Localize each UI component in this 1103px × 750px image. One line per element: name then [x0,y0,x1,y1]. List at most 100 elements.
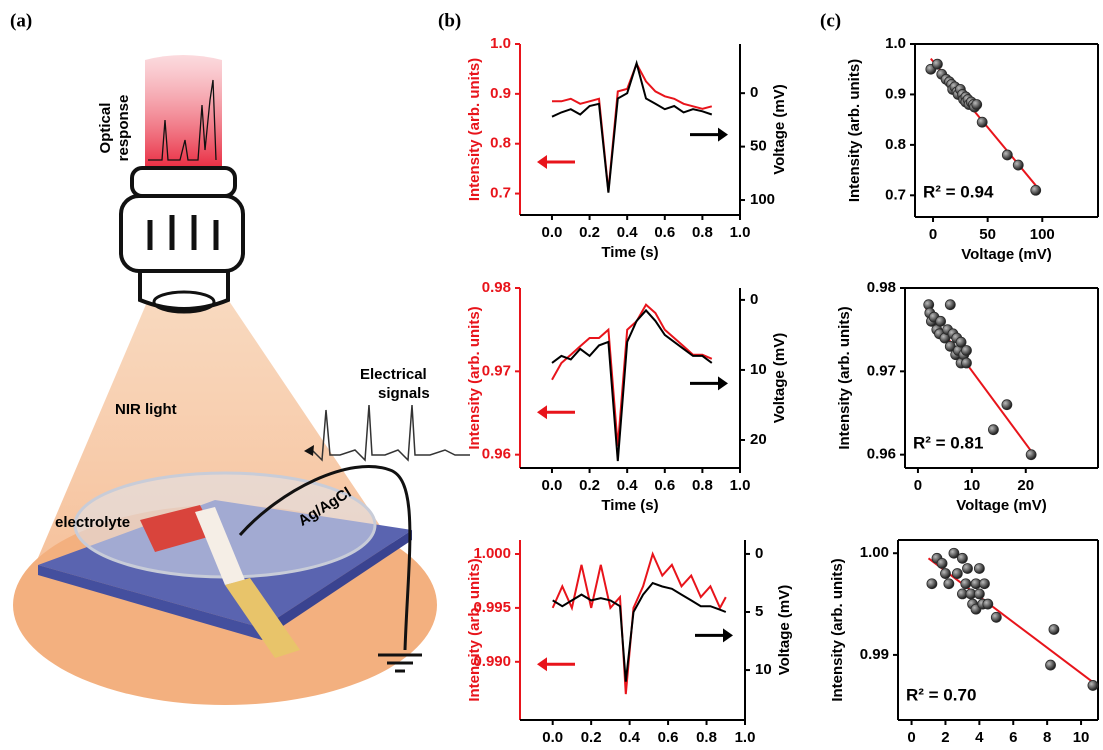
y-tick-label: 0.9 [490,85,511,102]
x-tick-label: 1.0 [730,477,751,494]
label: signals [378,385,430,402]
y2-tick-label: 0 [755,545,763,562]
label: NIR light [115,401,177,418]
axis-arrow [718,128,728,142]
y2-tick-label: 0 [750,84,758,101]
panel-label: (a) [10,10,32,31]
point [1002,400,1012,410]
y2-tick-label: 50 [750,138,767,155]
x-tick-label: 0.2 [579,224,600,241]
x-tick-label: 0.4 [617,477,639,494]
x-tick-label: 0 [907,729,915,746]
series-line [553,554,726,694]
y2-tick-label: 100 [750,191,775,208]
x-tick-label: 20 [1017,477,1034,494]
series-line [552,63,712,192]
x-axis-title: Voltage (mV) [961,246,1052,263]
series-line [552,310,712,461]
point [944,579,954,589]
point [974,589,984,599]
y-axis-title: Intensity (arb. units) [466,58,483,201]
ecg-trace [312,405,470,460]
point [945,300,955,310]
x-tick-label: 0.6 [654,477,675,494]
x-axis-title: Voltage (mV) [956,497,1047,514]
x-tick-label: 10 [964,477,981,494]
x-tick-label: 50 [979,226,996,243]
y-axis-title: Intensity (arb. units) [466,306,483,449]
y-axis-title: Intensity (arb. units) [846,59,863,202]
series-line [552,64,712,191]
x-tick-label: 0.8 [692,224,713,241]
objective-top [132,168,235,196]
label-line: response [115,95,132,162]
point [961,579,971,589]
y-tick-label: 1.0 [885,35,906,52]
annotation: R² = 0.70 [906,685,976,704]
y-axis-title: Intensity (arb. units) [836,306,853,449]
axis-arrow [537,405,547,419]
point [983,599,993,609]
point [936,316,946,326]
point [1026,450,1036,460]
y-tick-label: 0.96 [867,446,896,463]
point [932,59,942,69]
objective-body [121,196,243,271]
point [927,579,937,589]
label-line: Optical [97,103,114,154]
y-tick-label: 0.8 [885,136,906,153]
annotation: R² = 0.94 [923,182,994,201]
y-tick-label: 0.98 [482,279,511,296]
point [974,563,984,573]
x-tick-label: 0.2 [581,729,602,746]
x-tick-label: 0.6 [658,729,679,746]
x-tick-label: 0.8 [692,477,713,494]
y-axis-title: Intensity (arb. units) [466,558,483,701]
y2-tick-label: 20 [750,431,767,448]
y2-tick-label: 0 [750,291,758,308]
y2-tick-label: 5 [755,603,763,620]
x-tick-label: 2 [941,729,949,746]
x-tick-label: 0.0 [542,729,563,746]
y2-axis-title: Voltage (mV) [776,585,793,676]
point [961,346,971,356]
optical-beam [145,55,222,172]
axis-arrow [537,657,547,671]
y-tick-label: 0.8 [490,135,511,152]
x-tick-label: 1.0 [735,729,756,746]
point [991,612,1001,622]
x-tick-label: 0.0 [542,477,563,494]
x-tick-label: 100 [1030,226,1055,243]
y2-axis-title: Voltage (mV) [771,333,788,424]
axis-arrow [723,628,733,642]
y-tick-label: 0.7 [490,185,511,202]
y2-tick-label: 10 [755,661,772,678]
axis-arrow [537,155,547,169]
point [940,569,950,579]
y-tick-label: 0.96 [482,446,511,463]
y-axis-title: Intensity (arb. units) [829,558,846,701]
x-tick-label: 6 [1009,729,1017,746]
point [952,569,962,579]
y-tick-label: 0.97 [867,362,896,379]
point [1049,624,1059,634]
point [937,558,947,568]
y-tick-label: 1.00 [860,544,889,561]
x-tick-label: 0.6 [654,224,675,241]
y-tick-label: 0.99 [860,646,889,663]
label: Electrical [360,366,427,383]
illustration: Opticalresponse NIR light Electrical sig… [13,55,470,705]
panel-label: (b) [438,10,461,31]
point [979,579,989,589]
x-axis-title: Time (s) [601,497,658,514]
point [1046,660,1056,670]
x-tick-label: 0.0 [542,224,563,241]
x-tick-label: 0 [914,477,922,494]
y2-axis-title: Voltage (mV) [771,84,788,175]
point [1088,680,1098,690]
x-tick-label: 0.4 [619,729,641,746]
point [961,358,971,368]
panel-label: (c) [820,10,841,31]
x-axis-title: Time (s) [601,244,658,261]
series-line [552,305,712,447]
